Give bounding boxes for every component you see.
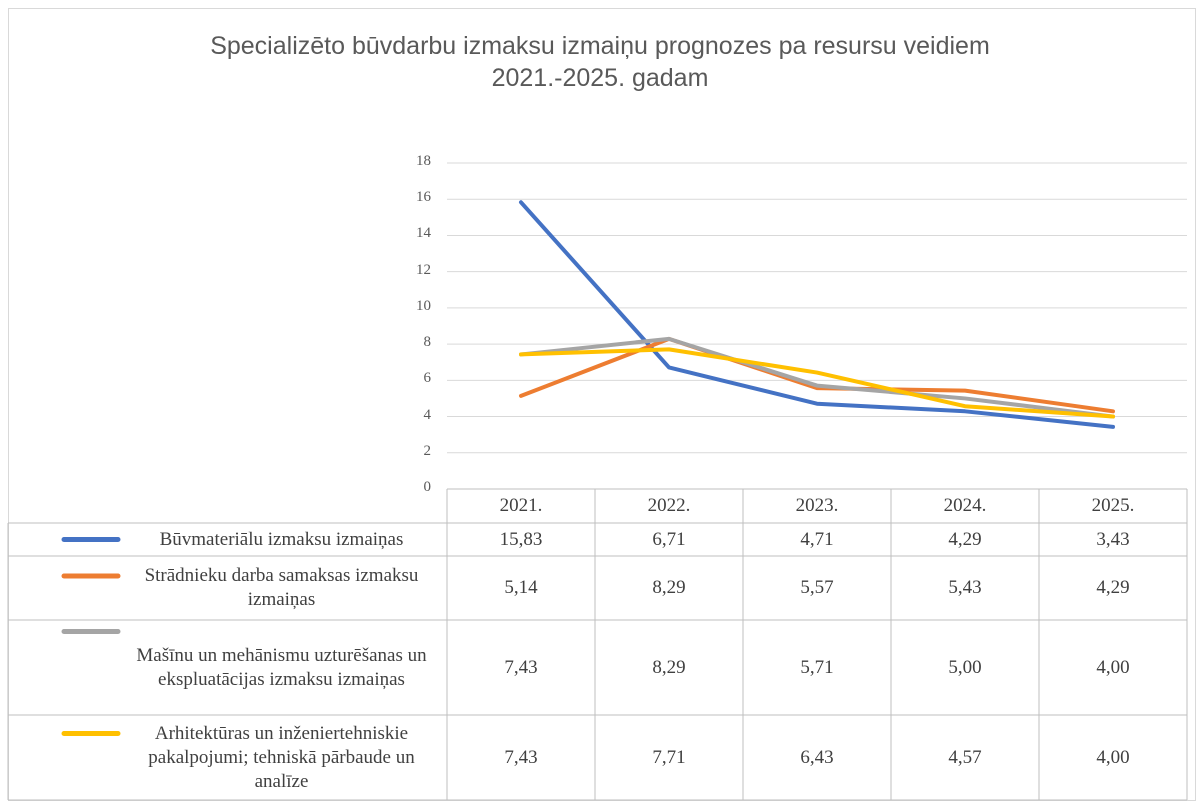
value-label: 8,29 [652, 577, 686, 598]
value-label: 4,00 [1096, 656, 1130, 678]
value-label: 4,71 [800, 528, 834, 550]
y-tick-label: 10 [416, 297, 431, 314]
y-tick-label: 4 [423, 406, 432, 423]
y-tick-label: 0 [423, 479, 432, 495]
value-label: 4,00 [1096, 746, 1130, 768]
legend-label: Strādnieku darba samaksas izmaksu izmaiņ… [144, 565, 419, 610]
value-label: 3,43 [1096, 528, 1130, 550]
value-label: 5,14 [504, 577, 538, 598]
chart-title: Specializēto būvdarbu izmaksu izmaiņu pr… [210, 32, 990, 92]
legend-label: Būvmateriālu izmaksu izmaiņas [159, 528, 404, 550]
x-tick-label: 2024. [943, 495, 987, 516]
series-line [519, 347, 1115, 419]
y-tick-label: 2 [423, 442, 432, 459]
value-label: 5,71 [800, 656, 834, 678]
value-label: 7,71 [652, 746, 686, 768]
value-label: 4,29 [1096, 577, 1130, 598]
value-label: 6,43 [800, 746, 834, 768]
value-label: 15,83 [499, 528, 543, 550]
series-line [519, 336, 1115, 414]
y-tick-label: 18 [416, 153, 431, 169]
y-tick-label: 6 [423, 370, 432, 387]
series-line [519, 200, 1115, 429]
x-tick-label: 2022. [647, 495, 691, 516]
value-label: 8,29 [652, 656, 686, 678]
y-tick-label: 16 [416, 189, 431, 206]
value-label: 7,43 [504, 656, 538, 678]
value-label: 5,43 [948, 577, 982, 598]
series-line [519, 336, 1115, 419]
y-tick-label: 14 [416, 225, 431, 242]
x-tick-label: 2021. [499, 495, 543, 516]
value-label: 6,71 [652, 528, 686, 550]
value-label: 4,29 [948, 528, 982, 550]
legend-label: Mašīnu un mehānismu uzturēšanas un ekspl… [136, 644, 427, 690]
legend-label: Arhitektūras un inženiertehniskie pakalp… [148, 722, 415, 792]
value-label: 5,00 [948, 656, 982, 678]
value-label: 7,43 [504, 746, 538, 768]
value-label: 4,57 [948, 746, 982, 768]
x-tick-label: 2025. [1091, 495, 1135, 516]
x-tick-label: 2023. [795, 495, 839, 516]
y-tick-label: 8 [423, 334, 432, 351]
value-label: 5,57 [800, 577, 834, 598]
y-tick-label: 12 [416, 261, 431, 278]
